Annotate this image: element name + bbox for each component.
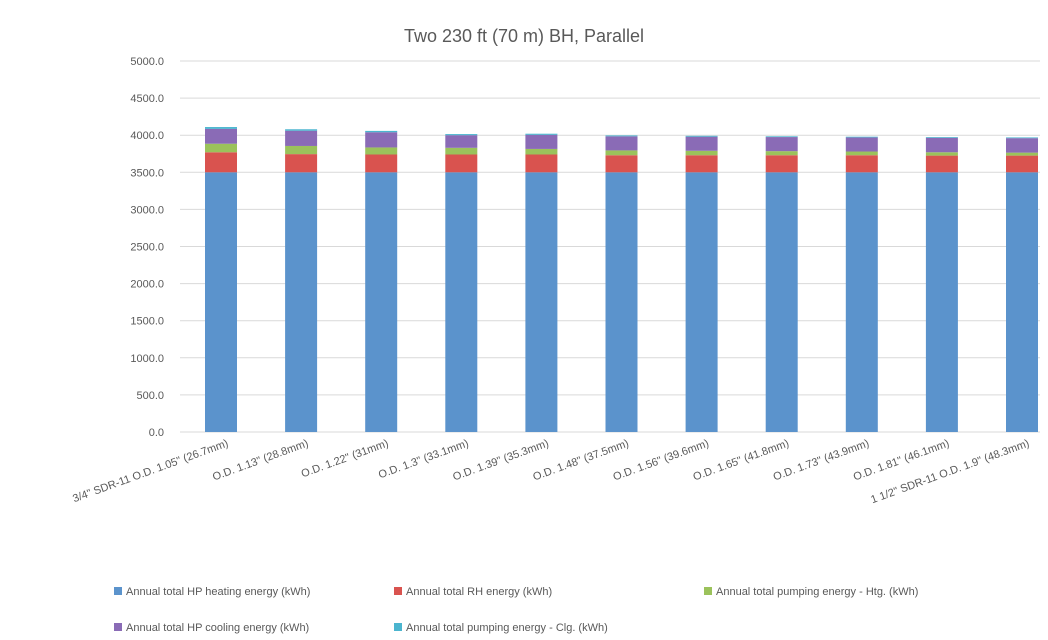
bar-segment (205, 128, 237, 144)
y-tick-label: 5000.0 (130, 56, 164, 68)
bar-segment (285, 130, 318, 146)
bar-segment (685, 135, 718, 137)
y-tick-label: 4500.0 (130, 93, 164, 105)
bar-segment (285, 172, 318, 433)
legend-label: Annual total HP cooling energy (kWh) (126, 622, 309, 634)
bar-segment (445, 135, 478, 148)
bar-segment (285, 129, 318, 131)
legend-item: Annual total RH energy (kWh) (394, 586, 552, 598)
x-axis-tick-labels: 3/4" SDR-11 O.D. 1.05" (26.7mm)O.D. 1.13… (71, 438, 1031, 507)
y-tick-label: 2000.0 (130, 279, 164, 291)
bar-segment (525, 134, 558, 149)
bar-segment (605, 136, 638, 151)
legend-item: Annual total pumping energy - Clg. (kWh) (394, 622, 608, 634)
bar-segment (1006, 155, 1038, 173)
y-tick-label: 3500.0 (130, 167, 164, 179)
x-tick-label: 3/4" SDR-11 O.D. 1.05" (26.7mm) (71, 438, 230, 506)
bar-segment (205, 172, 237, 433)
bar-segment (285, 145, 318, 155)
bar-segment (205, 143, 237, 153)
bar-segment (845, 172, 878, 433)
legend: Annual total HP heating energy (kWh) Annu… (114, 586, 918, 634)
bar-segment (365, 132, 398, 148)
legend-label: Annual total HP heating energy (kWh) (126, 586, 310, 598)
legend-label: Annual total RH energy (kWh) (406, 586, 552, 598)
bar-segment (605, 135, 638, 137)
bar-segment (605, 172, 638, 433)
bar-segment (445, 147, 478, 155)
bar-segment (365, 130, 398, 133)
bar-segment (685, 172, 718, 433)
y-tick-label: 1500.0 (130, 316, 164, 328)
bar-segment (525, 172, 558, 433)
bar-segment (525, 154, 558, 173)
y-tick-label: 1000.0 (130, 353, 164, 365)
legend-item: Annual total HP heating energy (kWh) (114, 586, 310, 598)
bar-segment (765, 151, 798, 156)
bar-segment (365, 154, 398, 173)
bars (205, 127, 1038, 433)
y-tick-label: 3000.0 (130, 204, 164, 216)
legend-label: Annual total pumping energy - Htg. (kWh) (716, 586, 918, 598)
bar-segment (445, 134, 478, 136)
bar-segment (765, 172, 798, 433)
bar-segment (765, 136, 798, 138)
x-tick-label: O.D. 1.22" (31mm) (300, 438, 390, 481)
bar-segment (285, 154, 318, 173)
bar-segment (1006, 152, 1038, 156)
legend-swatch (394, 587, 402, 595)
bar-segment (925, 137, 958, 138)
bar-segment (685, 136, 718, 151)
y-tick-label: 500.0 (136, 390, 164, 402)
legend-label: Annual total pumping energy - Clg. (kWh) (406, 622, 608, 634)
legend-item: Annual total pumping energy - Htg. (kWh) (704, 586, 918, 598)
bar-segment (525, 148, 558, 155)
legend-item: Annual total HP cooling energy (kWh) (114, 622, 309, 634)
chart-title: Two 230 ft (70 m) BH, Parallel (404, 26, 644, 46)
bar-segment (445, 154, 478, 173)
bar-segment (525, 133, 558, 135)
legend-swatch (114, 587, 122, 595)
bar-segment (605, 150, 638, 156)
bar-segment (765, 137, 798, 152)
bar-segment (365, 147, 398, 155)
bar-segment (1006, 138, 1038, 153)
bar-segment (685, 155, 718, 173)
bar-segment (925, 155, 958, 173)
bar-segment (845, 137, 878, 152)
legend-swatch (704, 587, 712, 595)
bar-segment (365, 172, 398, 433)
bar-segment (1006, 172, 1038, 433)
bar-segment (685, 150, 718, 156)
bar-segment (845, 136, 878, 138)
bar-segment (1006, 137, 1038, 139)
y-tick-label: 2500.0 (130, 242, 164, 254)
bar-segment (845, 155, 878, 173)
legend-swatch (114, 623, 122, 631)
bar-segment (925, 152, 958, 156)
y-tick-label: 0.0 (149, 427, 164, 439)
bar-segment (925, 137, 958, 153)
bar-segment (845, 151, 878, 156)
bar-segment (205, 127, 237, 129)
legend-swatch (394, 623, 402, 631)
bar-segment (765, 155, 798, 173)
bar-segment (605, 155, 638, 173)
y-axis-tick-labels: 0.0 500.0 1000.0 1500.0 2000.0 2500.0 3000.0 35… (130, 56, 164, 439)
y-tick-label: 4000.0 (130, 130, 164, 142)
bar-segment (205, 152, 237, 173)
bar-segment (445, 172, 478, 433)
bar-segment (925, 172, 958, 433)
